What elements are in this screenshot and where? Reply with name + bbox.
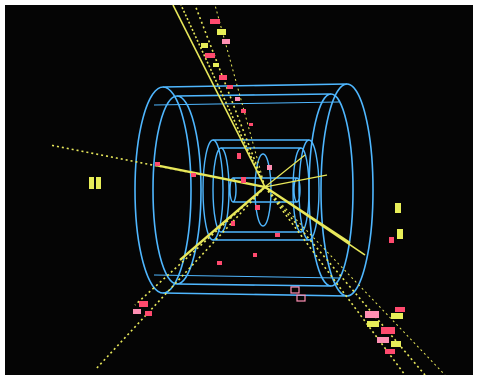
energy-deposits-icon (89, 19, 405, 354)
outer-barrel-icon (134, 83, 374, 297)
event-display (5, 5, 473, 375)
particle-tracks-icon (49, 5, 446, 375)
event-display-canvas (49, 5, 446, 375)
